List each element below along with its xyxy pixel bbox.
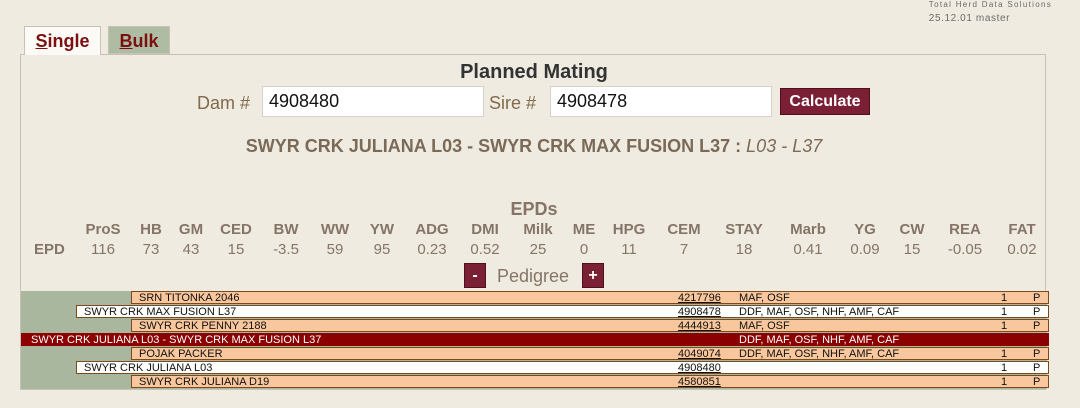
- epd-header-cw: CW: [899, 221, 925, 238]
- epd-value-hpg: 11: [621, 241, 637, 258]
- epd-value-yw: 95: [373, 241, 391, 258]
- dam-input[interactable]: [262, 86, 484, 117]
- page-title: Planned Mating: [460, 61, 608, 83]
- pedigree-flag: P: [1033, 348, 1041, 360]
- registration-number-link[interactable]: 4580851: [678, 376, 721, 388]
- epd-value-hb: 73: [142, 241, 160, 258]
- epd-value-ww: 59: [326, 241, 344, 258]
- epd-header-rea: REA: [949, 221, 981, 238]
- pedigree-animal-name: SWYR CRK JULIANA L03: [84, 362, 213, 374]
- expand-pedigree-button[interactable]: +: [582, 263, 604, 288]
- epd-header-milk: Milk: [523, 221, 553, 238]
- mating-summary: SWYR CRK JULIANA L03 - SWYR CRK MAX FUSI…: [21, 136, 1047, 157]
- epd-header-bw: BW: [273, 221, 299, 238]
- company-name: Total Herd Data Solutions: [928, 0, 1052, 9]
- pedigree-count: 1: [1001, 292, 1008, 304]
- sire-input[interactable]: [550, 86, 772, 117]
- pedigree-animal-name: SWYR CRK JULIANA D19: [139, 376, 270, 388]
- pedigree-row: SWYR CRK JULIANA L03 - SWYR CRK MAX FUSI…: [21, 333, 1049, 346]
- brand-info: Total Herd Data Solutions 25.12.01 maste…: [929, 0, 1052, 26]
- epd-value-cw: 15: [903, 241, 921, 258]
- pedigree-grid: SRN TITONKA 2046 4217796 MAF, OSF 1 P SWYR CR…: [21, 291, 1049, 389]
- epd-header-yw: YW: [369, 221, 395, 238]
- pedigree-row: SWYR CRK JULIANA D19 4580851 1 P: [131, 375, 1049, 388]
- registration-number-link[interactable]: 4444913: [678, 320, 721, 332]
- epd-value-gm: 43: [182, 241, 200, 258]
- pedigree-animal-name: SWYR CRK JULIANA L03 - SWYR CRK MAX FUSI…: [31, 334, 322, 346]
- epd-header-marb: Marb: [790, 221, 826, 238]
- tab-bulk[interactable]: Bulk: [108, 26, 170, 54]
- mating-names: SWYR CRK JULIANA L03 - SWYR CRK MAX FUSI…: [245, 136, 731, 156]
- epds-title: EPDs: [510, 199, 558, 219]
- calculate-button[interactable]: Calculate: [780, 88, 870, 115]
- epd-header-dmi: DMI: [471, 221, 499, 238]
- pedigree-animal-name: SWYR CRK MAX FUSION L37: [84, 306, 237, 318]
- registration-number-link[interactable]: 4908478: [678, 306, 721, 318]
- pedigree-row: SWYR CRK JULIANA L03 4908480 1 P: [76, 361, 1049, 374]
- genetic-tags: DDF, MAF, OSF, NHF, AMF, CAF: [739, 348, 900, 360]
- epd-value-dmi: 0.52: [470, 241, 500, 258]
- epd-value-yg: 0.09: [850, 241, 880, 258]
- epd-header-stay: STAY: [725, 221, 763, 238]
- pedigree-row: SWYR CRK MAX FUSION L37 4908478 DDF, MAF, …: [76, 305, 1049, 318]
- epd-value-rea: -0.05: [947, 241, 983, 258]
- pedigree-count: 1: [1001, 362, 1008, 374]
- pedigree-row: SWYR CRK PENNY 2188 4444913 MAF, OSF 1 P: [131, 319, 1049, 332]
- epd-header-cem: CEM: [667, 221, 701, 238]
- epd-value-stay: 18: [735, 241, 753, 258]
- collapse-pedigree-button[interactable]: -: [464, 263, 486, 288]
- pedigree-count: 1: [1001, 320, 1008, 332]
- epd-value-pros: 116: [91, 241, 115, 258]
- pedigree-animal-name: POJAK PACKER: [139, 348, 223, 360]
- pedigree-flag: P: [1033, 362, 1041, 374]
- epd-header-ww: WW: [320, 221, 350, 238]
- epd-header-gm: GM: [178, 221, 204, 238]
- tab-single[interactable]: Single: [24, 26, 101, 55]
- epd-value-me: 0: [579, 241, 589, 258]
- version-label: 25.12.01 master: [928, 13, 1011, 24]
- epd-row-label: EPD: [34, 241, 65, 258]
- pedigree-flag: P: [1033, 320, 1041, 332]
- pedigree-count: 1: [1001, 348, 1008, 360]
- epd-value-ced: 15: [227, 241, 245, 258]
- pedigree-animal-name: SRN TITONKA 2046: [139, 292, 240, 304]
- epd-value-fat: 0.02: [1007, 241, 1037, 258]
- epd-header-fat: FAT: [1008, 221, 1036, 238]
- pedigree-row: POJAK PACKER 4049074 DDF, MAF, OSF, NHF, A…: [131, 347, 1049, 360]
- pedigree-flag: P: [1033, 376, 1041, 388]
- genetic-tags: MAF, OSF: [739, 292, 790, 304]
- pedigree-label: Pedigree: [497, 266, 570, 286]
- pedigree-flag: P: [1033, 292, 1041, 304]
- epd-value-adg: 0.23: [417, 241, 447, 258]
- genetic-tags: DDF, MAF, OSF, NHF, AMF, CAF: [739, 334, 900, 346]
- pedigree-count: 1: [1001, 376, 1008, 388]
- epd-value-cem: 7: [679, 241, 689, 258]
- epd-header-yg: YG: [854, 221, 876, 238]
- epd-header-ced: CED: [220, 221, 252, 238]
- epd-value-bw: -3.5: [273, 241, 299, 258]
- pedigree-count: 1: [1001, 306, 1008, 318]
- sire-label: Sire #: [489, 93, 537, 113]
- registration-number-link[interactable]: 4908480: [678, 362, 721, 374]
- dam-label: Dam #: [197, 93, 251, 113]
- planned-mating-panel: Planned Mating Dam # Sire # Calculate SW…: [20, 54, 1049, 390]
- epd-header-adg: ADG: [415, 221, 449, 238]
- genetic-tags: DDF, MAF, OSF, NHF, AMF, CAF: [739, 306, 900, 318]
- epd-header-hb: HB: [140, 221, 162, 238]
- pedigree-row: SRN TITONKA 2046 4217796 MAF, OSF 1 P: [131, 291, 1049, 304]
- epd-header-hpg: HPG: [612, 221, 646, 238]
- pedigree-flag: P: [1033, 306, 1041, 318]
- pedigree-animal-name: SWYR CRK PENNY 2188: [139, 320, 267, 332]
- registration-number-link[interactable]: 4217796: [678, 292, 721, 304]
- epd-value-milk: 25: [529, 241, 547, 258]
- registration-number-link[interactable]: 4049074: [678, 348, 721, 360]
- epd-header-me: ME: [572, 221, 596, 238]
- mating-codes: L03 - L37: [746, 136, 823, 156]
- genetic-tags: MAF, OSF: [739, 320, 790, 332]
- epd-header-pros: ProS: [85, 221, 121, 238]
- mating-separator: :: [735, 136, 742, 156]
- epd-value-marb: 0.41: [793, 241, 823, 258]
